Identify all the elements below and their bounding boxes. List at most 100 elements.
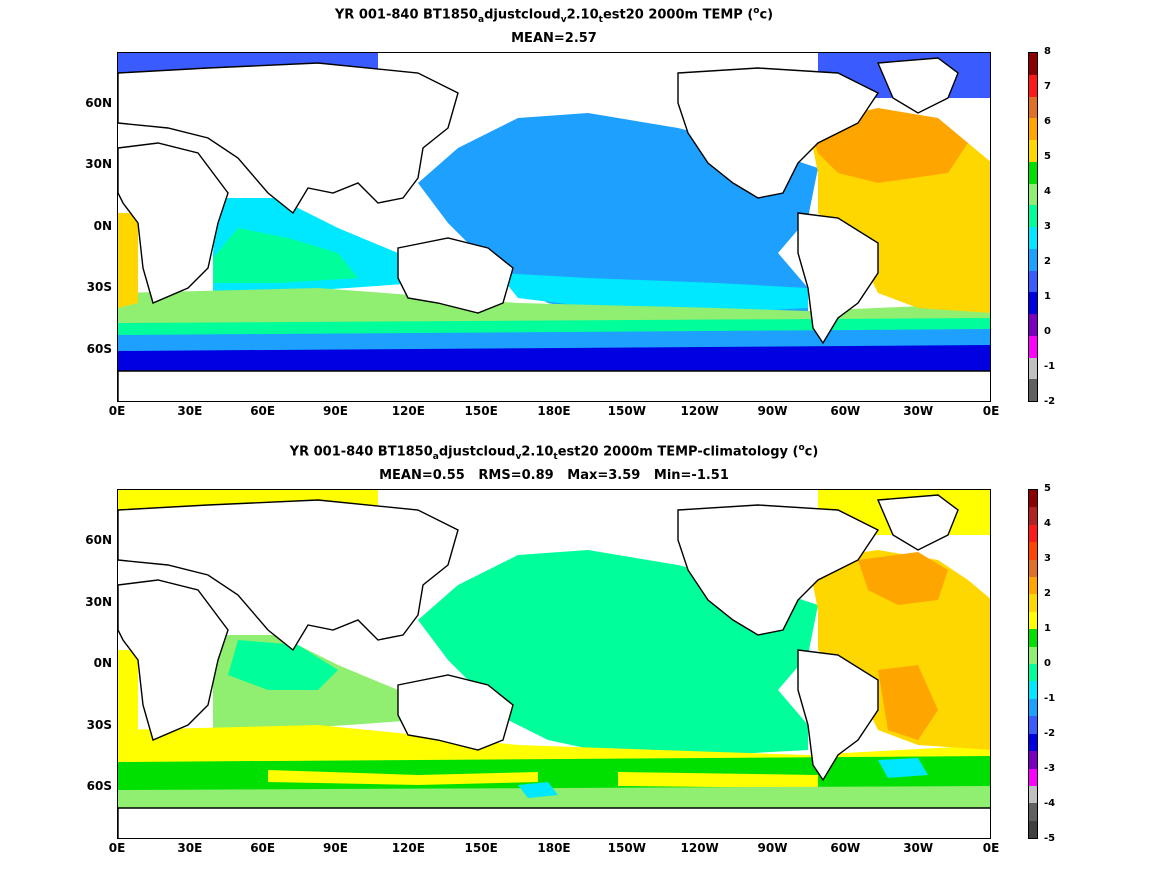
colorbar-tick-label: -2 [1044,396,1056,407]
title-text: djustcloud [438,444,516,460]
title-text: est20 2000m TEMP ( [602,7,754,23]
lat-label: 0N [93,219,112,233]
colorbar-swatch [1029,559,1037,578]
colorbar-tick-label: 6 [1044,116,1051,127]
colorbar-tick-label: 2 [1044,588,1051,599]
colorbar-tick-label: -1 [1044,361,1056,372]
lon-label: 150W [607,404,646,418]
title-text: 2.10 [521,444,554,460]
lon-label: 60E [250,404,276,418]
lon-label: 90E [323,841,348,855]
lat-label: 60N [85,533,112,547]
lon-label: 30E [177,841,203,855]
colorbar-tick-label: 3 [1044,221,1051,232]
lon-label: 30E [177,404,203,418]
colorbar-swatch [1029,357,1037,380]
colorbar-swatch [1029,716,1037,734]
colorbar-swatch [1029,227,1037,249]
lon-label: 90W [757,404,788,418]
bottom-map-svg [118,490,990,838]
colorbar-tick-label: 0 [1044,658,1051,669]
colorbar-swatch [1029,820,1037,839]
top-map-svg [118,53,990,401]
lon-label: 180E [537,841,571,855]
colorbar-swatch [1029,751,1037,769]
colorbar-tick-label: 4 [1044,186,1051,197]
colorbar-swatch [1029,664,1037,682]
top-colorbar [1028,52,1038,402]
colorbar-swatch [1029,205,1037,227]
lon-label: 150E [464,404,498,418]
colorbar-swatch [1029,53,1037,75]
colorbar-swatch [1029,524,1037,543]
lat-label: 0N [93,656,112,670]
colorbar-tick-label: -5 [1044,833,1056,844]
lat-label: 60N [85,96,112,110]
title-text: djustcloud [484,7,561,23]
lat-label: 30S [86,280,112,294]
colorbar-swatch [1029,542,1037,560]
lat-label: 30S [86,718,112,732]
lon-label: 60W [830,841,861,855]
lon-label: 60E [250,841,276,855]
colorbar-swatch [1029,698,1037,717]
colorbar-swatch [1029,379,1037,401]
colorbar-swatch [1029,733,1037,752]
colorbar-swatch [1029,611,1037,630]
colorbar-tick-label: 7 [1044,81,1051,92]
colorbar-tick-label: 5 [1044,151,1051,162]
lon-label: 120E [391,841,425,855]
colorbar-tick-label: 8 [1044,46,1051,57]
title-sub: v [560,14,567,25]
lat-label: 30N [85,157,112,171]
title-text: c) [759,7,774,23]
bottom-map-plot [117,489,991,839]
title-text: YR 001-840 BT1850 [289,444,433,460]
colorbar-swatch [1029,803,1037,821]
colorbar-tick-label: 2 [1044,256,1051,267]
colorbar-tick-label: -4 [1044,798,1056,809]
colorbar-swatch [1029,183,1037,206]
title-text: YR 001-840 BT1850 [334,7,478,23]
title-text: c) [804,444,819,460]
lon-label: 120W [680,841,719,855]
bottom-colorbar [1028,489,1038,839]
colorbar-swatch [1029,314,1037,336]
colorbar-swatch [1029,629,1037,647]
colorbar-swatch [1029,507,1037,525]
lon-label: 30W [903,841,934,855]
lon-label: 120E [391,404,425,418]
title-text: est20 2000m TEMP-climatology ( [557,444,799,460]
colorbar-swatch [1029,594,1037,612]
colorbar-swatch [1029,490,1037,508]
title-sub: a [432,451,439,462]
lon-label: 90W [757,841,788,855]
colorbar-swatch [1029,161,1037,184]
colorbar-swatch [1029,270,1037,293]
title-text: 2.10 [566,7,599,23]
title-sup: o [798,443,805,453]
colorbar-tick-label: -2 [1044,728,1056,739]
lon-label: 0E [108,404,126,418]
lat-label: 60S [86,342,112,356]
colorbar-swatch [1029,577,1037,595]
colorbar-tick-label: 1 [1044,623,1051,634]
colorbar-tick-label: 0 [1044,326,1051,337]
colorbar-tick-label: 4 [1044,518,1051,529]
lon-label: 180E [537,404,571,418]
title-sub: t [598,14,603,25]
title-sub: a [477,14,485,25]
colorbar-swatch [1029,74,1037,97]
colorbar-swatch [1029,335,1037,358]
lon-label: 60W [830,404,861,418]
colorbar-swatch [1029,785,1037,804]
colorbar-tick-label: 3 [1044,553,1051,564]
colorbar-swatch [1029,646,1037,665]
colorbar-swatch [1029,292,1037,314]
top-map-stats: MEAN=2.57 [511,31,597,46]
colorbar-tick-label: -3 [1044,763,1056,774]
colorbar-tick-label: 5 [1044,483,1051,494]
colorbar-swatch [1029,118,1037,140]
title-sub: v [515,451,522,462]
lon-label: 150E [464,841,498,855]
